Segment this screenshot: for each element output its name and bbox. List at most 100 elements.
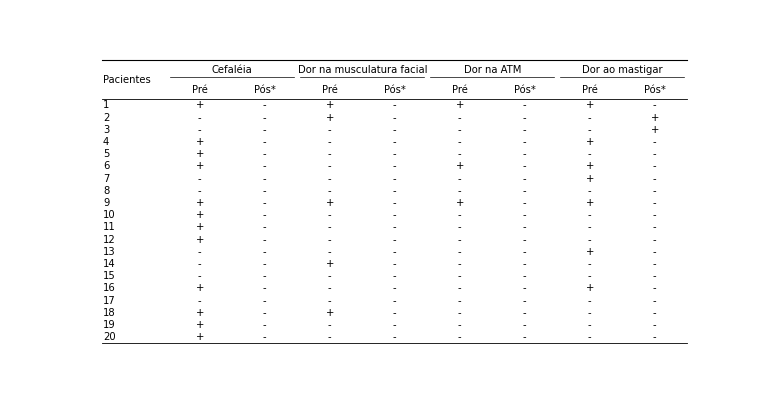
Text: -: - [458,320,462,330]
Text: -: - [653,101,657,110]
Text: Pós*: Pós* [254,85,275,95]
Text: -: - [588,259,591,269]
Text: -: - [263,210,267,220]
Text: 9: 9 [103,198,110,208]
Text: -: - [328,186,331,196]
Text: -: - [653,173,657,184]
Text: Pré: Pré [322,85,337,95]
Text: -: - [653,234,657,245]
Text: -: - [588,295,591,306]
Text: -: - [653,137,657,147]
Text: -: - [653,308,657,318]
Text: -: - [458,259,462,269]
Text: +: + [196,234,204,245]
Text: +: + [586,137,594,147]
Text: -: - [653,295,657,306]
Text: -: - [393,101,397,110]
Text: -: - [588,308,591,318]
Text: -: - [393,284,397,293]
Text: +: + [325,101,334,110]
Text: -: - [393,149,397,159]
Text: -: - [653,332,657,342]
Text: -: - [393,295,397,306]
Text: +: + [456,198,464,208]
Text: +: + [586,284,594,293]
Text: Cefaléia: Cefaléia [212,65,252,75]
Text: 4: 4 [103,137,109,147]
Text: -: - [198,186,202,196]
Text: -: - [653,210,657,220]
Text: -: - [523,271,527,281]
Text: -: - [328,320,331,330]
Text: -: - [653,149,657,159]
Text: +: + [456,101,464,110]
Text: -: - [458,308,462,318]
Text: 7: 7 [103,173,110,184]
Text: -: - [393,186,397,196]
Text: -: - [588,210,591,220]
Text: -: - [263,247,267,257]
Text: Pós*: Pós* [644,85,666,95]
Text: +: + [325,308,334,318]
Text: +: + [196,284,204,293]
Text: Dor ao mastigar: Dor ao mastigar [582,65,663,75]
Text: +: + [196,308,204,318]
Text: -: - [198,259,202,269]
Text: -: - [653,247,657,257]
Text: -: - [523,259,527,269]
Text: 12: 12 [103,234,116,245]
Text: Dor na musculatura facial: Dor na musculatura facial [298,65,427,75]
Text: +: + [196,198,204,208]
Text: -: - [328,284,331,293]
Text: +: + [456,162,464,171]
Text: 19: 19 [103,320,116,330]
Text: -: - [458,271,462,281]
Text: -: - [328,125,331,135]
Text: Pós*: Pós* [514,85,535,95]
Text: -: - [523,332,527,342]
Text: -: - [458,234,462,245]
Text: +: + [650,125,659,135]
Text: -: - [263,101,267,110]
Text: -: - [328,332,331,342]
Text: -: - [523,234,527,245]
Text: 14: 14 [103,259,116,269]
Text: -: - [653,271,657,281]
Text: -: - [523,295,527,306]
Text: -: - [393,271,397,281]
Text: Pós*: Pós* [384,85,406,95]
Text: -: - [328,234,331,245]
Text: -: - [263,284,267,293]
Text: -: - [653,198,657,208]
Text: Pacientes: Pacientes [103,74,151,84]
Text: -: - [263,125,267,135]
Text: -: - [523,186,527,196]
Text: +: + [196,137,204,147]
Text: Pré: Pré [452,85,468,95]
Text: -: - [523,284,527,293]
Text: -: - [458,125,462,135]
Text: -: - [523,112,527,123]
Text: +: + [196,149,204,159]
Text: -: - [198,173,202,184]
Text: -: - [198,112,202,123]
Text: -: - [263,259,267,269]
Text: -: - [523,308,527,318]
Text: -: - [523,198,527,208]
Text: Pré: Pré [192,85,208,95]
Text: 13: 13 [103,247,116,257]
Text: +: + [650,112,659,123]
Text: 3: 3 [103,125,109,135]
Text: -: - [523,210,527,220]
Text: -: - [393,320,397,330]
Text: +: + [586,162,594,171]
Text: -: - [523,101,527,110]
Text: -: - [328,162,331,171]
Text: -: - [588,149,591,159]
Text: -: - [393,198,397,208]
Text: -: - [458,223,462,232]
Text: +: + [325,112,334,123]
Text: -: - [393,112,397,123]
Text: -: - [393,223,397,232]
Text: -: - [588,332,591,342]
